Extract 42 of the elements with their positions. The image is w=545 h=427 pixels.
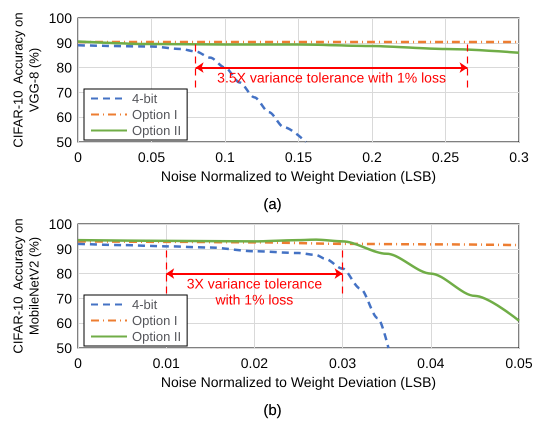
- y-tick-label: 90: [56, 34, 72, 51]
- x-tick-label: 0: [74, 149, 82, 165]
- y-tick-label: 60: [56, 109, 72, 126]
- y-tick-label: 100: [48, 10, 72, 26]
- annotation: 3X variance tolerance with 1% loss: [186, 275, 322, 308]
- y-tick-label: 60: [56, 315, 72, 332]
- x-tick-label: 0.02: [240, 355, 268, 371]
- y-tick-label: 90: [56, 240, 72, 257]
- x-tick-label: 0.01: [152, 355, 180, 371]
- x-tick-label: 0.2: [362, 149, 382, 165]
- annotation: 3.5X variance tolerance with 1% loss: [217, 69, 446, 86]
- y-tick-label: 50: [56, 134, 72, 150]
- x-axis-title: Noise Normalized to Weight Deviation (LSB): [160, 374, 436, 390]
- y-axis-title: CIFAR-10 Accuracy on MobileNetV2 (%): [10, 218, 42, 354]
- text: (a): [263, 196, 282, 213]
- x-tick-label: 0.15: [284, 149, 312, 165]
- y-axis-title: CIFAR-10 Accuracy on VGG-8 (%): [10, 12, 42, 148]
- x-tick-label: 0: [74, 355, 82, 371]
- y-tick-label: 70: [56, 84, 72, 100]
- y-tick-label: 50: [56, 340, 72, 356]
- line-series: [76, 242, 390, 350]
- text: (b): [263, 402, 282, 419]
- legend-label: Option II: [132, 329, 182, 344]
- line-series: [76, 40, 520, 54]
- legend-label: 4-bit: [132, 297, 158, 312]
- x-tick-label: 0.3: [509, 149, 529, 165]
- x-tick-label: 0.04: [417, 355, 445, 371]
- y-tick-label: 70: [56, 290, 72, 306]
- line-series: [76, 44, 308, 144]
- legend-label: Option I: [132, 107, 178, 122]
- y-tick-label: 80: [56, 60, 72, 76]
- x-tick-label: 0.25: [432, 149, 460, 165]
- x-tick-label: 0.1: [215, 149, 235, 165]
- x-axis-title: Noise Normalized to Weight Deviation (LSB): [160, 168, 436, 184]
- legend-label: Option II: [132, 123, 182, 138]
- legend-label: Option I: [132, 313, 178, 328]
- y-tick-label: 100: [48, 216, 72, 232]
- x-tick-label: 0.05: [505, 355, 533, 371]
- y-tick-label: 80: [56, 266, 72, 282]
- legend-label: 4-bit: [132, 91, 158, 106]
- x-tick-label: 0.03: [328, 355, 356, 371]
- x-tick-label: 0.05: [138, 149, 166, 165]
